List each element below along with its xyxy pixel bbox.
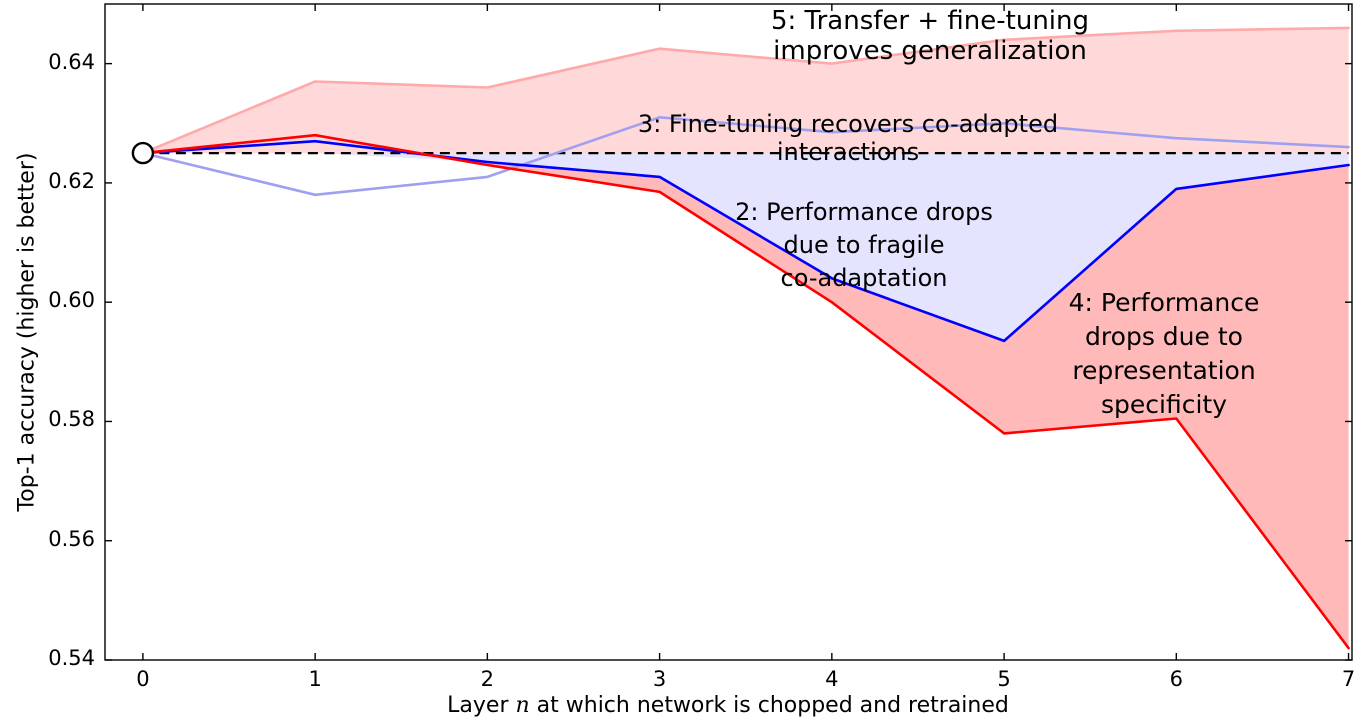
x-tick-label: 6 <box>1169 667 1183 691</box>
y-tick-label: 0.54 <box>48 646 95 670</box>
annotation-finetune-recovers: 3: Fine-tuning recovers co-adapted inter… <box>637 110 1059 166</box>
y-tick-label: 0.64 <box>48 49 95 74</box>
y-tick-label: 0.62 <box>48 168 95 193</box>
annotation-transfer-finetune: 5: Transfer + fine-tuning improves gener… <box>770 6 1090 66</box>
series-line-bnb <box>141 139 1350 343</box>
region-fragile-coadaptation <box>142 153 1349 341</box>
x-tick-label: 1 <box>308 667 322 691</box>
annotation-representation-specificity: 4: Performance drops due to representati… <box>1068 288 1260 419</box>
x-axis-label-post: at which network is chopped and retraine… <box>529 693 1009 718</box>
x-axis-label-pre: Layer <box>447 693 516 718</box>
x-tick-label: 5 <box>997 667 1011 691</box>
y-tick-label: 0.56 <box>48 526 95 551</box>
series-line-anb <box>141 133 1350 650</box>
x-axis-label-math-n: n <box>515 693 530 718</box>
series-line-anb_plus <box>141 26 1350 155</box>
y-tick-label: 0.58 <box>48 407 95 432</box>
y-axis-label: Top-1 accuracy (higher is better) <box>14 152 40 512</box>
baseline-marker <box>131 141 155 165</box>
plot-frame <box>104 3 1353 661</box>
x-tick-label: 0 <box>136 667 150 691</box>
series-line-bnb_plus <box>141 116 1350 197</box>
x-axis-label: Layer n at which network is chopped and … <box>447 693 1009 718</box>
x-tick-label: 4 <box>825 667 839 691</box>
region-transfer-finetune <box>142 27 1349 154</box>
x-tick-label: 7 <box>1341 667 1356 691</box>
x-tick-label: 2 <box>480 667 495 691</box>
region-representation-specificity <box>142 141 1349 649</box>
annotation-fragile-coadaptation: 2: Performance drops due to fragile co-a… <box>735 198 993 293</box>
x-tick-label: 3 <box>652 667 667 691</box>
y-tick-label: 0.60 <box>48 288 95 313</box>
